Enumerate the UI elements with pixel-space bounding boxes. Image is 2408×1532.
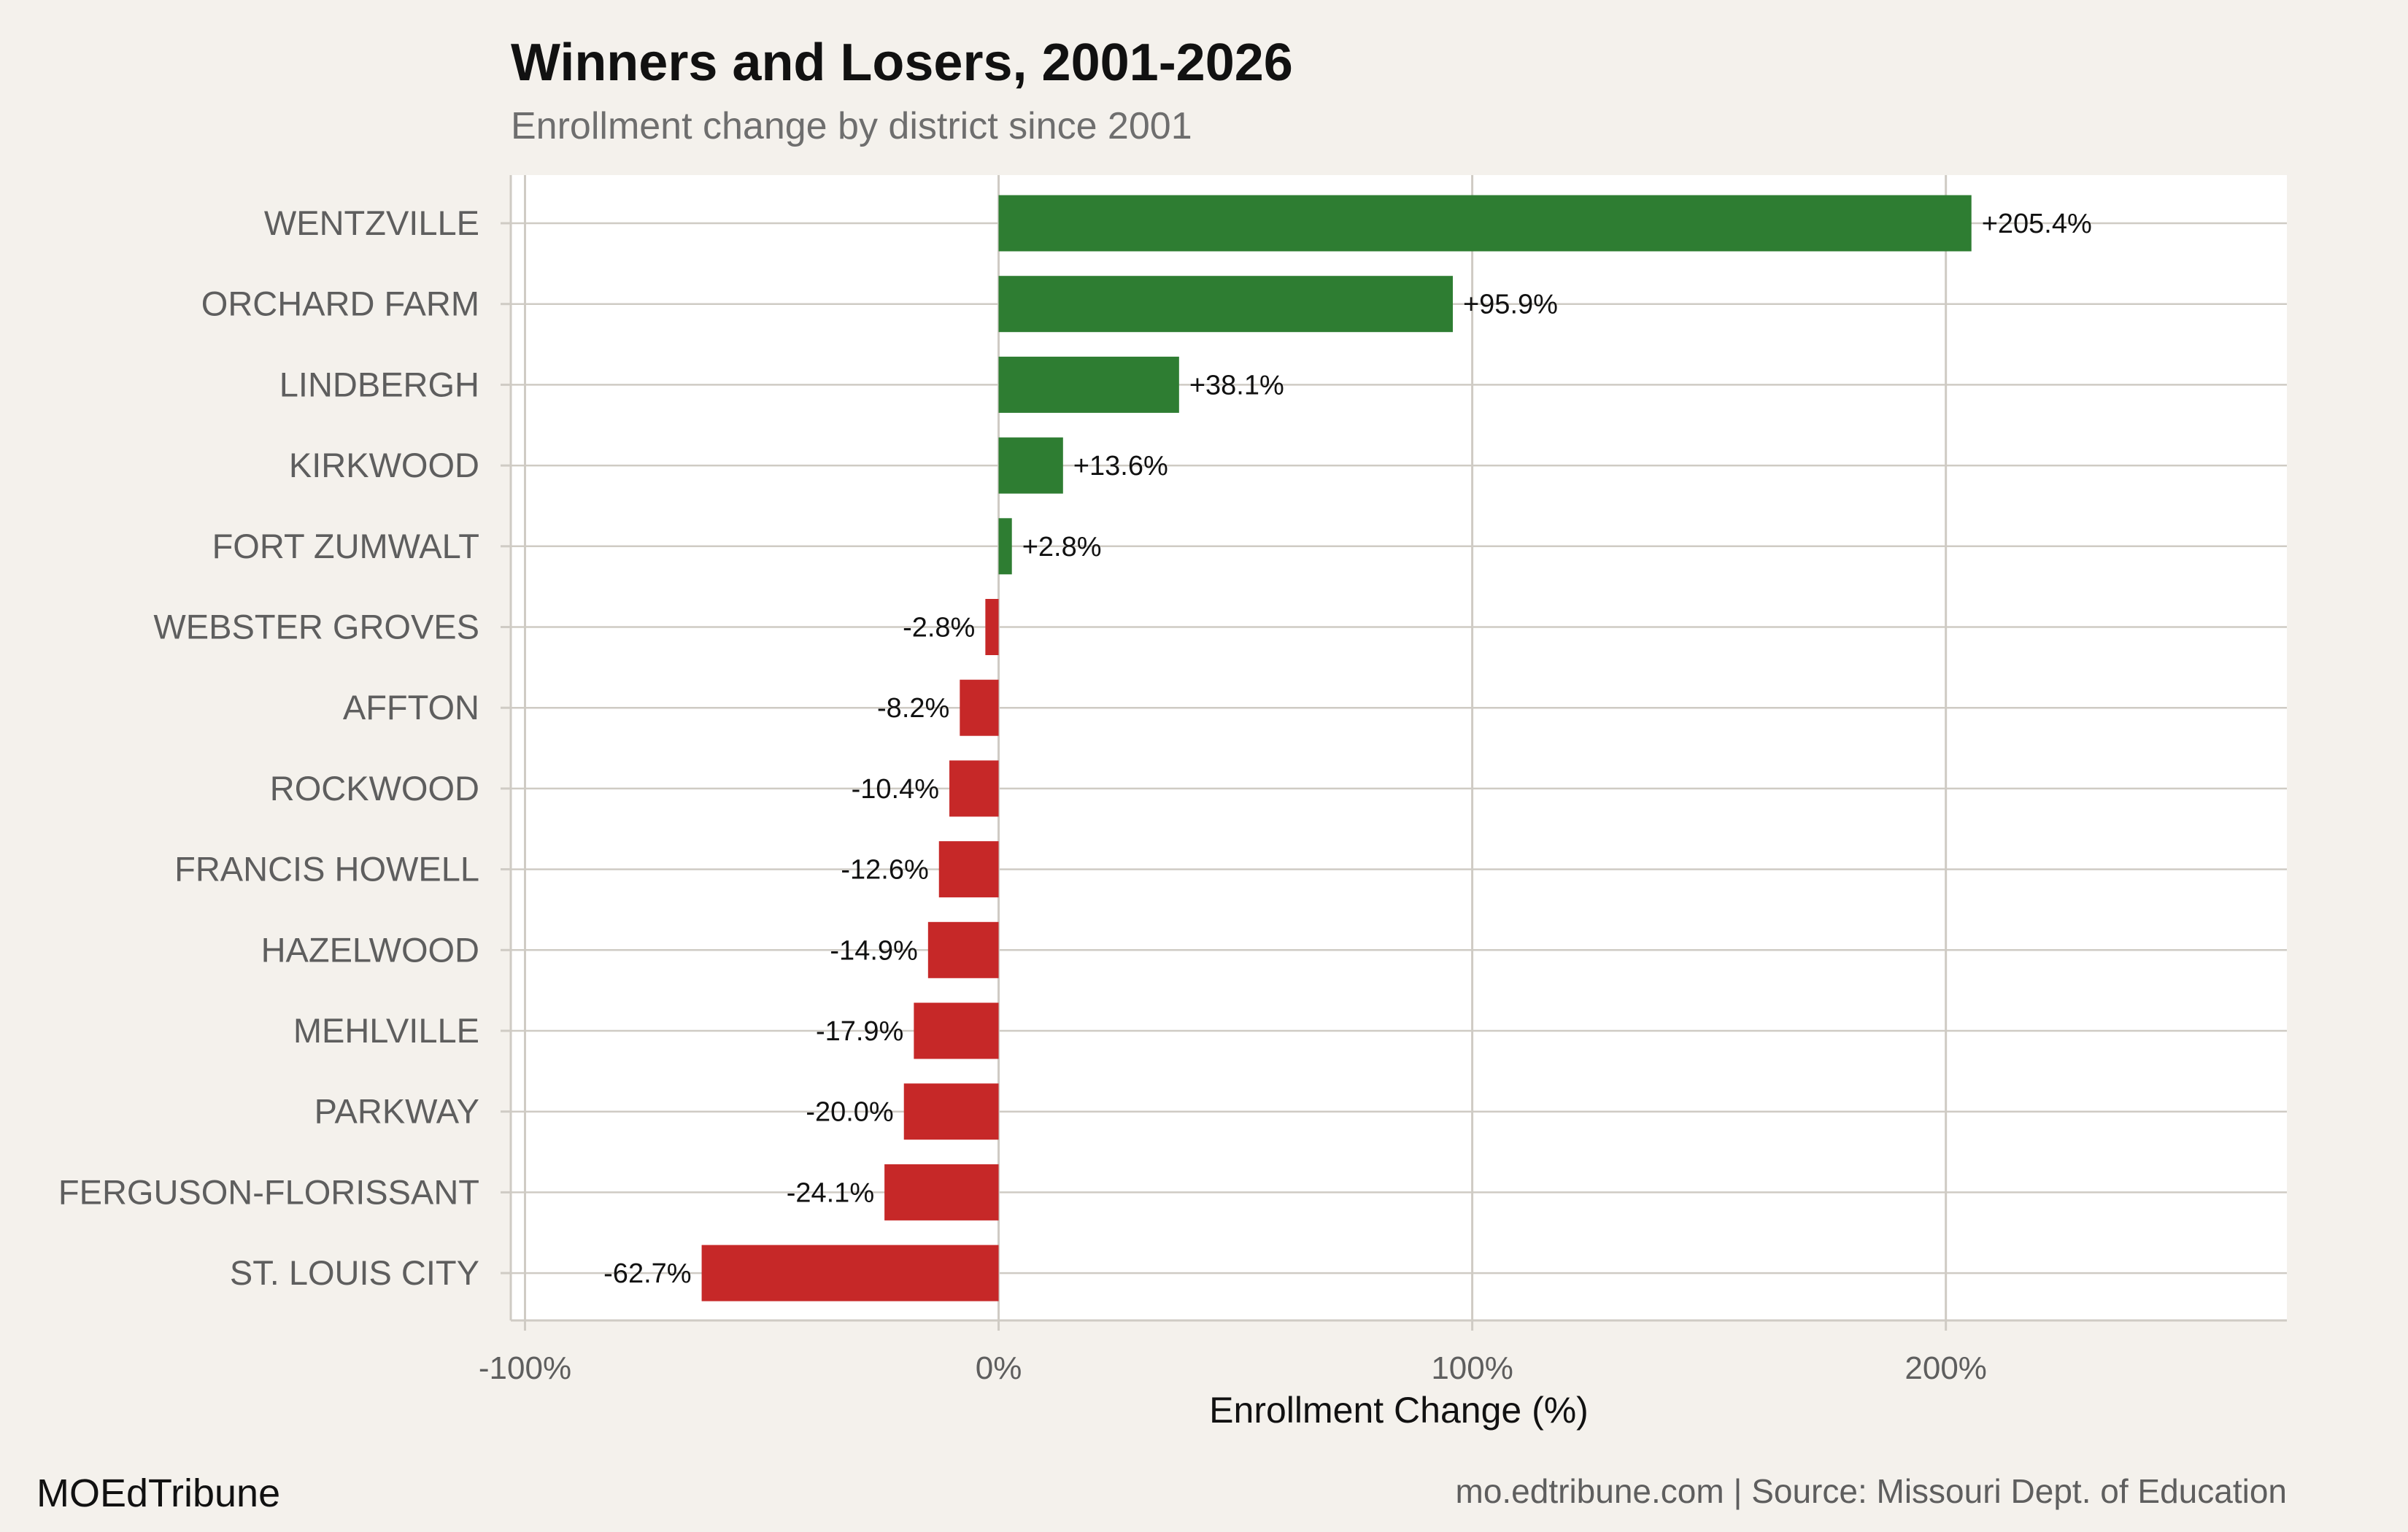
bar [949, 760, 999, 817]
x-tick-label: -100% [479, 1350, 571, 1386]
category-label: FORT ZUMWALT [212, 527, 479, 565]
bar-value-label: -10.4% [852, 774, 939, 805]
category-label: LINDBERGH [279, 365, 479, 403]
grid-layer [501, 175, 2287, 1331]
category-label: ORCHARD FARM [201, 285, 479, 323]
chart-title: Winners and Losers, 2001-2026 [511, 34, 1293, 92]
bar [914, 1002, 999, 1059]
bar-value-label: -2.8% [903, 613, 975, 643]
data-labels-layer: +205.4% +95.9% +38.1% +13.6% +2.8% -2.8% -8.2%… [603, 209, 2092, 1289]
bar [998, 437, 1063, 494]
x-tick-label: 100% [1431, 1350, 1513, 1386]
bar-value-label: -20.0% [806, 1097, 893, 1128]
bar-value-label: +2.8% [1022, 532, 1102, 562]
bar-value-label: -14.9% [830, 935, 917, 966]
tick-labels-layer: -100% 0% 100% 200% [479, 1350, 1987, 1386]
bar [998, 276, 1453, 333]
bar [701, 1245, 999, 1301]
bars-layer [701, 195, 1972, 1301]
category-label: FRANCIS HOWELL [174, 850, 479, 889]
bar-value-label: -8.2% [877, 693, 949, 724]
category-label: WENTZVILLE [264, 204, 479, 242]
bar-value-label: +38.1% [1189, 370, 1284, 401]
bar [960, 679, 999, 736]
category-label: MEHLVILLE [293, 1011, 479, 1050]
bar-value-label: +95.9% [1463, 290, 1558, 320]
bar-value-label: -17.9% [816, 1016, 903, 1047]
category-label: FERGUSON-FLORISSANT [58, 1172, 479, 1211]
bar [938, 841, 999, 898]
plot-panel [511, 175, 2287, 1320]
category-label: HAZELWOOD [261, 930, 479, 969]
category-label: ST. LOUIS CITY [230, 1253, 479, 1292]
bar [998, 195, 1972, 252]
category-labels-layer: WENTZVILLE ORCHARD FARM LINDBERGH KIRKWOOD F… [58, 204, 479, 1292]
category-label: KIRKWOOD [289, 446, 479, 484]
bar [998, 356, 1179, 413]
category-label: AFFTON [343, 688, 479, 727]
x-axis-title: Enrollment Change (%) [1209, 1390, 1589, 1431]
bar-value-label: -24.1% [787, 1177, 874, 1208]
x-tick-label: 200% [1905, 1350, 1987, 1386]
source-note: mo.edtribune.com | Source: Missouri Dept… [1456, 1472, 2288, 1510]
bar [927, 921, 999, 978]
bar-value-label: +205.4% [1982, 209, 2092, 239]
bar [985, 599, 999, 655]
category-label: PARKWAY [314, 1092, 479, 1131]
bar-value-label: +13.6% [1073, 451, 1168, 481]
category-label: WEBSTER GROVES [153, 608, 479, 646]
bar [998, 518, 1012, 575]
chart-subtitle: Enrollment change by district since 2001 [511, 105, 1192, 147]
x-tick-label: 0% [976, 1350, 1022, 1386]
bar-value-label: -62.7% [603, 1258, 691, 1289]
category-label: ROCKWOOD [270, 769, 479, 808]
bar [884, 1164, 999, 1220]
bar [903, 1083, 999, 1140]
brand-logo-text: MOEdTribune [36, 1471, 280, 1515]
bar-value-label: -12.6% [841, 855, 928, 886]
